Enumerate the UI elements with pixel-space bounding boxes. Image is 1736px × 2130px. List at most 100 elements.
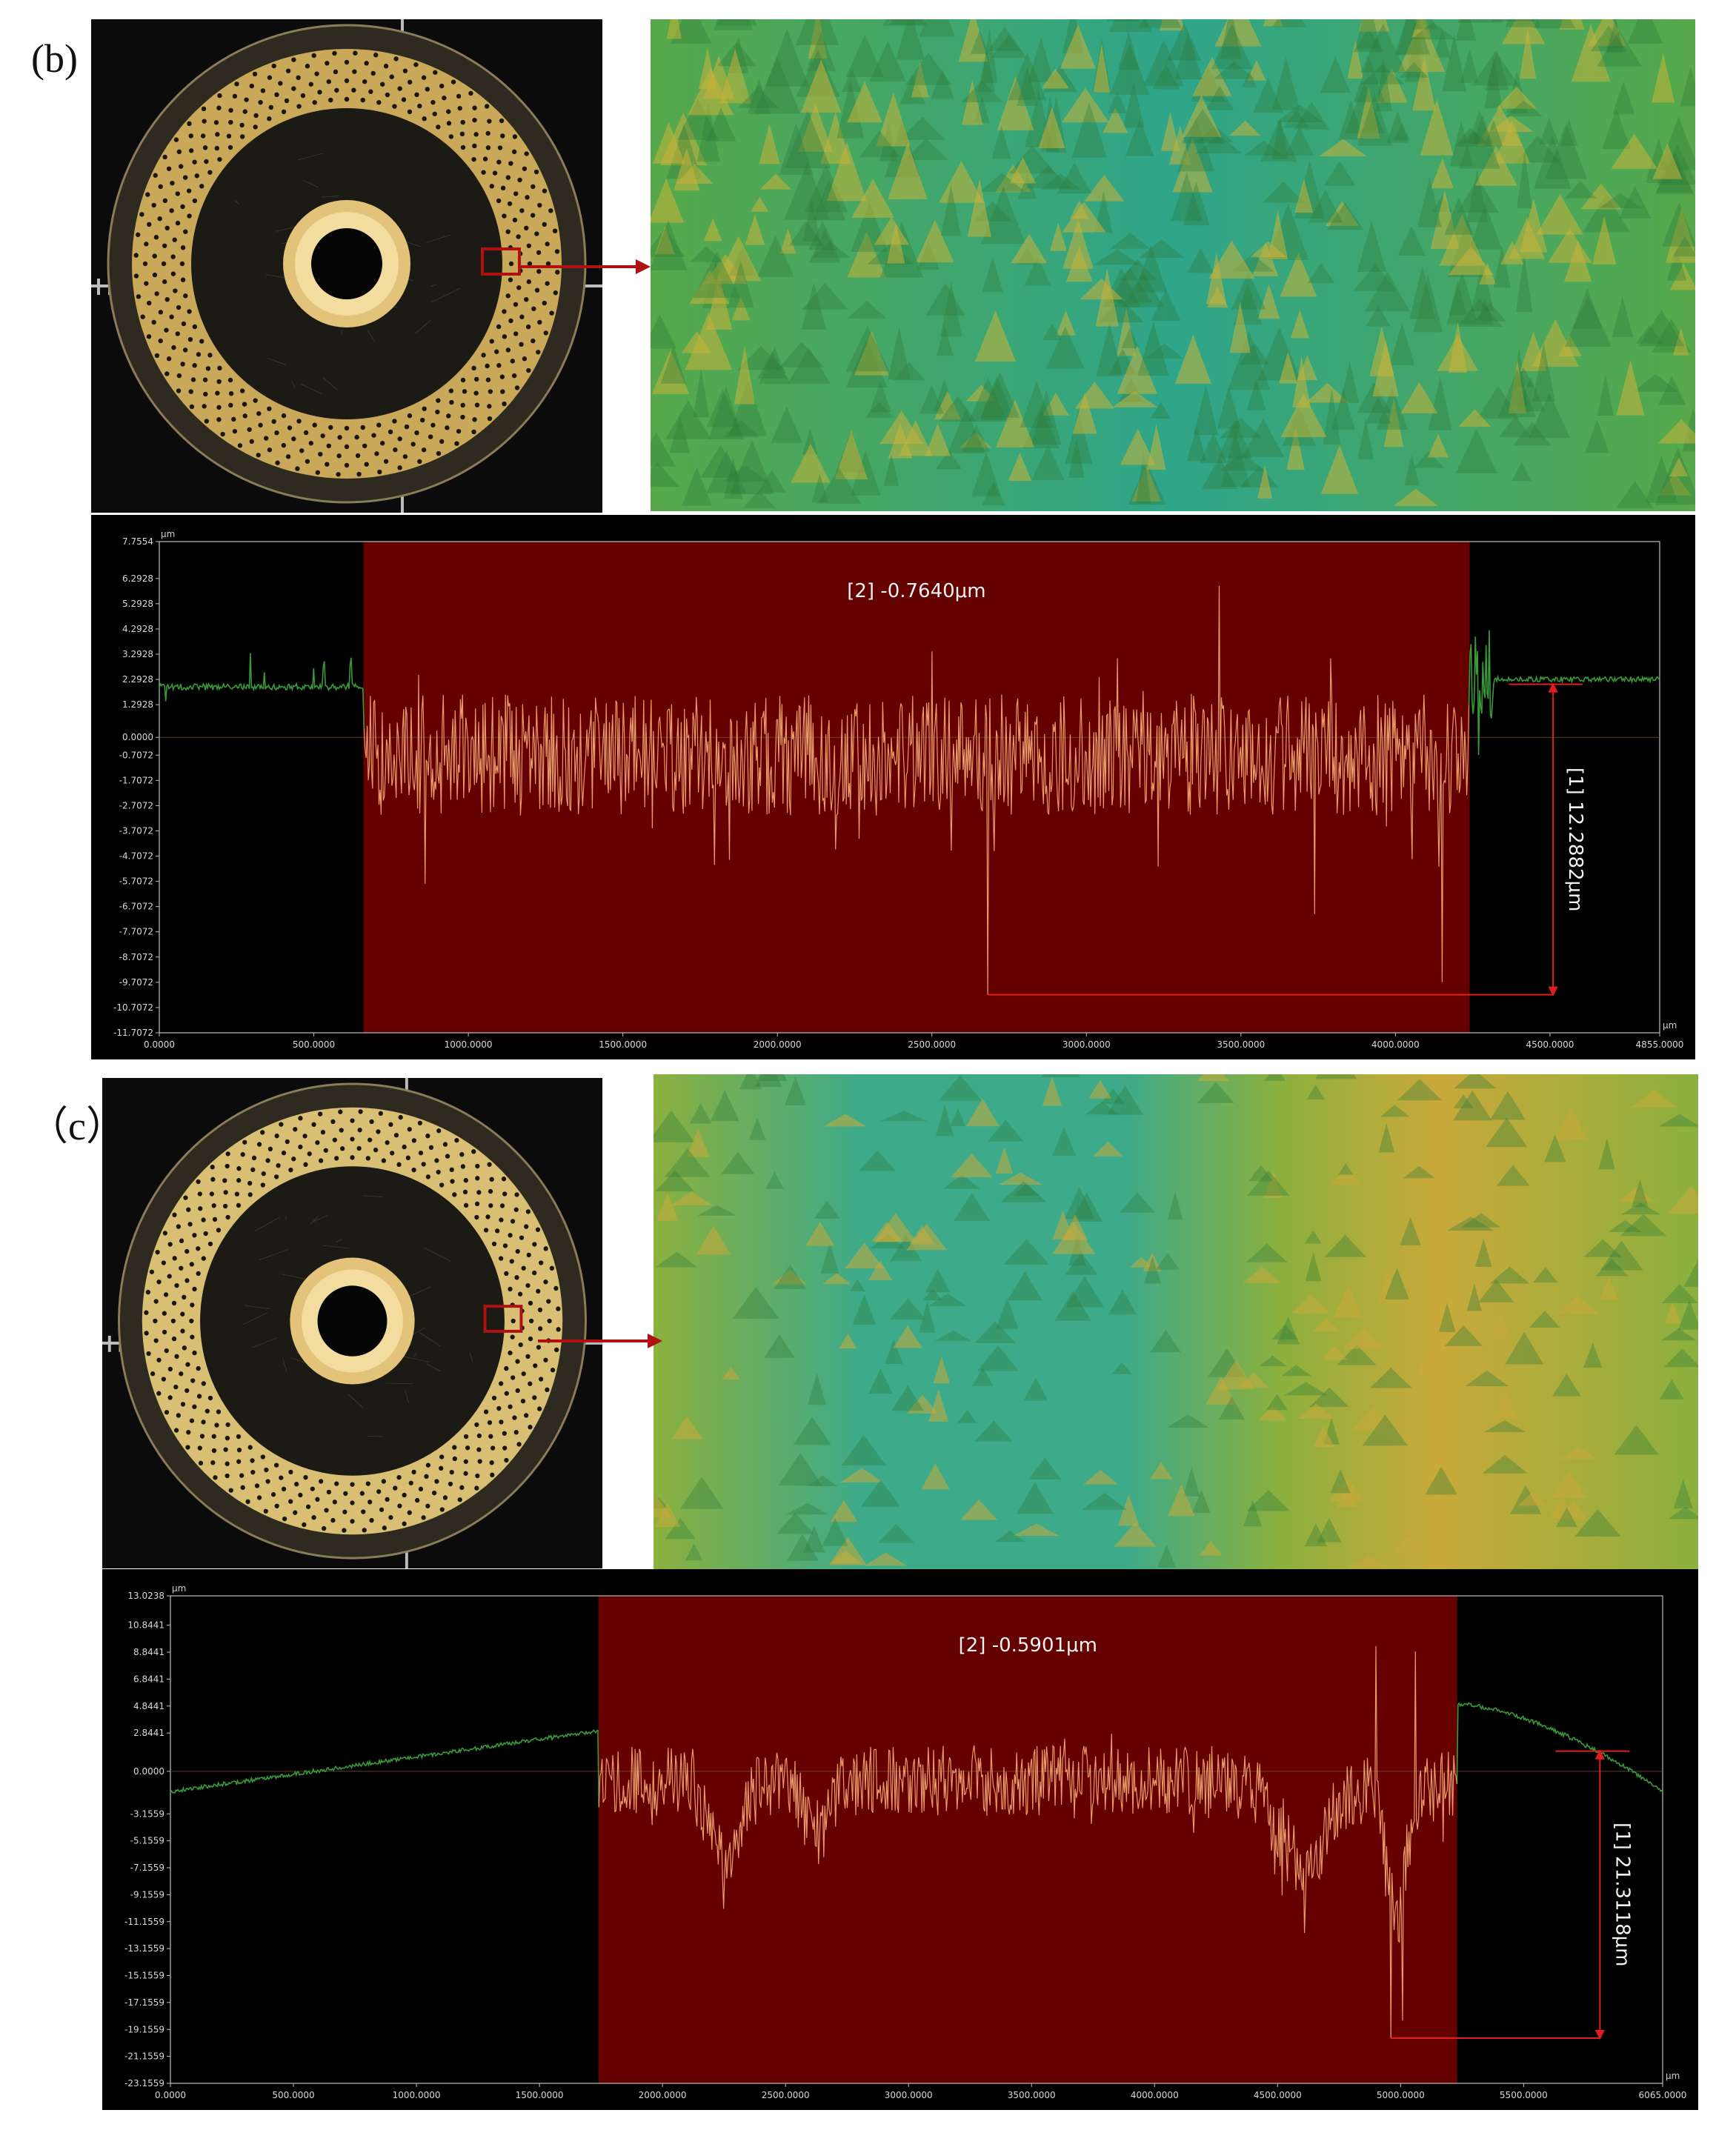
x-tick-label: 5000.0000 [1377,2090,1425,2100]
x-tick-label: 1000.0000 [445,1039,493,1050]
y-tick-label: -3.1559 [130,1808,164,1819]
surface-map-svg [651,19,1695,511]
y-unit-label: μm [172,1583,186,1594]
surface-map-svg [654,1074,1698,1569]
mean-annotation: [2] -0.7640μm [847,580,985,602]
x-tick-label: 2500.0000 [908,1039,956,1050]
disc-photo-svg [102,1078,602,1568]
evaluation-band [598,1596,1457,2083]
panel-b-label: (b) [31,36,78,81]
x-tick-label: 500.0000 [272,2090,314,2100]
y-tick-label: -8.7072 [119,952,153,962]
x-tick-label: 2500.0000 [762,2090,810,2100]
y-tick-label: 13.0238 [127,1591,164,1601]
y-tick-label: -5.7072 [119,876,153,887]
plot-frame [159,541,1660,1034]
y-tick-label: 5.2928 [122,599,153,609]
surface-peaks [651,19,1695,508]
y-tick-label: -13.1559 [124,1943,164,1954]
x-tick-label: 3500.0000 [1217,1039,1265,1050]
x-tick-label: 6065.0000 [1639,2090,1687,2100]
range-annotation: [1] 12.2882μm [1564,768,1586,911]
y-tick-label: 1.2928 [122,699,153,710]
mean-annotation: [2] -0.5901μm [959,1634,1097,1657]
profile-line-evaluated [363,585,1470,995]
y-unit-label: μm [161,529,175,539]
x-tick-label: 1500.0000 [516,2090,564,2100]
x-tick-label: 4855.0000 [1636,1039,1684,1050]
y-tick-label: 3.2928 [122,649,153,659]
y-tick-label: -4.7072 [119,851,153,862]
y-tick-label: -10.7072 [113,1002,153,1013]
profile-chart-svg: 13.0238 10.8441 8.8441 6.8441 4.8441 2.8441 0.… [102,1569,1698,2110]
panel-b-profile-chart: 7.7554 6.2928 5.2928 4.2928 3.2928 2.2928 1.29… [91,515,1695,1059]
profile-line-right [1468,630,1660,756]
y-tick-label: -17.1559 [124,1997,164,2008]
y-tick-label: 0.0000 [122,732,153,742]
hole-pattern [144,1109,561,1533]
panel-b-disc-photo [91,19,602,513]
profile-line-right [1456,1702,1663,1793]
x-unit-label: μm [1663,1020,1677,1031]
x-tick-label: 1500.0000 [599,1039,647,1050]
panel-c-disc-photo [102,1078,602,1568]
evaluation-band [363,542,1470,1033]
y-tick-label: -9.7072 [119,977,153,988]
y-tick-label: -7.7072 [119,927,153,937]
panel-c-profile-chart: 13.0238 10.8441 8.8441 6.8441 4.8441 2.8441 0.… [102,1569,1698,2110]
x-tick-label: 0.0000 [155,2090,186,2100]
panel-c-zoom-arrow [538,1334,662,1348]
y-tick-label: 4.8441 [133,1701,164,1711]
profile-line-left [159,653,365,728]
y-tick-label: -6.7072 [119,902,153,912]
y-tick-label: 6.2928 [122,573,153,584]
x-tick-label: 1000.0000 [393,2090,441,2100]
x-tick-label: 3000.0000 [1062,1039,1111,1050]
y-tick-label: -19.1559 [124,2024,164,2034]
y-tick-label: -21.1559 [124,2051,164,2062]
x-unit-label: μm [1666,2071,1680,2081]
profile-line-left [170,1728,600,1808]
hole-pattern [133,50,560,477]
panel-b-zoom-arrow [519,259,651,274]
y-tick-label: -15.1559 [124,1971,164,1981]
panel-c-surface-3d-map [654,1074,1698,1569]
profile-line-evaluated [598,1645,1457,2039]
y-tick-label: -7.1559 [130,1863,164,1873]
x-tick-label: 3000.0000 [885,2090,933,2100]
y-tick-label: 10.8441 [127,1620,164,1631]
x-tick-label: 500.0000 [293,1039,335,1050]
plot-frame [170,1595,1663,2084]
x-tick-label: 4000.0000 [1131,2090,1179,2100]
x-tick-label: 2000.0000 [754,1039,802,1050]
y-tick-label: -11.7072 [113,1028,153,1038]
x-tick-label: 2000.0000 [639,2090,687,2100]
y-tick-label: 0.0000 [133,1766,164,1777]
y-tick-label: -23.1559 [124,2078,164,2089]
surface-base [654,1074,1698,1569]
x-tick-label: 4500.0000 [1254,2090,1302,2100]
y-tick-label: 2.8441 [133,1728,164,1738]
center-hole [317,1285,388,1357]
y-tick-label: 2.2928 [122,674,153,685]
y-tick-label: -0.7072 [119,750,153,760]
range-marker [1391,1749,1630,2040]
y-tick-label: -9.1559 [130,1889,164,1900]
y-tick-label: 8.8441 [133,1647,164,1657]
x-tick-label: 4000.0000 [1371,1039,1420,1050]
range-marker [987,682,1583,996]
x-tick-label: 5500.0000 [1500,2090,1548,2100]
panel-b-surface-3d-map [651,19,1695,511]
y-tick-label: 6.8441 [133,1674,164,1684]
x-tick-label: 0.0000 [144,1039,175,1050]
y-tick-label: -3.7072 [119,825,153,836]
zoom-region-marker [481,247,521,276]
x-tick-label: 3500.0000 [1008,2090,1056,2100]
zoom-region-marker [483,1305,523,1333]
center-hole [311,228,382,299]
x-tick-label: 4500.0000 [1526,1039,1574,1050]
profile-chart-svg: 7.7554 6.2928 5.2928 4.2928 3.2928 2.2928 1.29… [91,515,1695,1059]
y-tick-label: -11.1559 [124,1917,164,1927]
y-tick-label: 7.7554 [122,536,153,547]
y-tick-label: -5.1559 [130,1836,164,1846]
